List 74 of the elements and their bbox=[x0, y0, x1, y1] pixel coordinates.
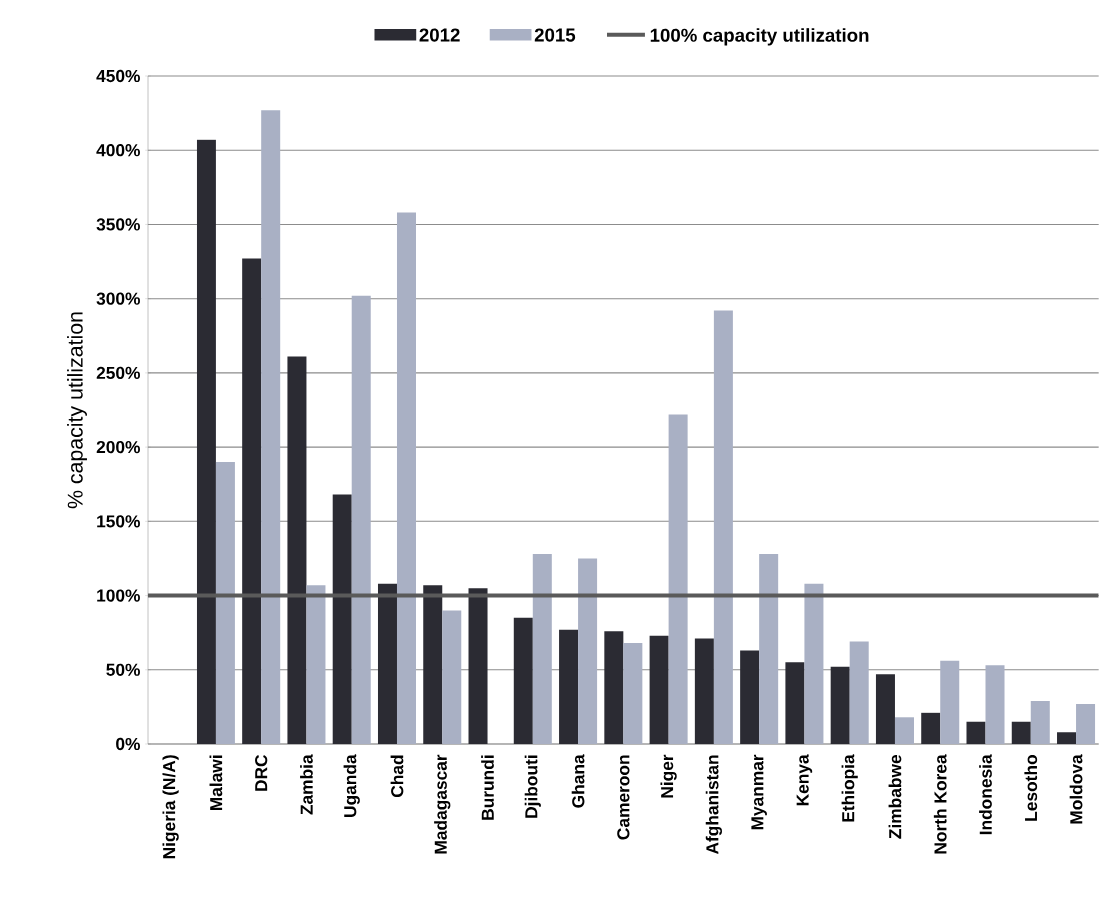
bar bbox=[332, 494, 352, 744]
x-tick-label: Myanmar bbox=[751, 754, 767, 830]
bar bbox=[940, 660, 960, 744]
x-tick-label: Madagascar bbox=[434, 754, 451, 854]
x-tick-label: Indonesia bbox=[979, 754, 992, 835]
bar bbox=[215, 461, 235, 744]
x-tick-label: Kenya bbox=[796, 754, 813, 806]
x-tick-label: Nigeria (N/A) bbox=[162, 755, 179, 859]
bar bbox=[532, 553, 552, 744]
y-tick-label: 450% bbox=[96, 69, 140, 83]
bar bbox=[306, 585, 326, 744]
bar bbox=[713, 310, 733, 744]
bar bbox=[377, 583, 397, 744]
x-tick-label: Zambia bbox=[300, 754, 313, 815]
bar bbox=[894, 717, 914, 744]
bar bbox=[875, 674, 895, 744]
x-tick-label: DRC bbox=[255, 754, 268, 791]
bar bbox=[785, 662, 805, 744]
y-tick-label: 100% bbox=[97, 589, 140, 602]
bar bbox=[578, 558, 598, 744]
x-tick-label: Niger bbox=[660, 754, 677, 798]
x-tick-label: Ghana bbox=[571, 754, 585, 808]
x-tick-label: Djibouti bbox=[524, 755, 541, 818]
bar bbox=[242, 258, 262, 744]
bar bbox=[1011, 721, 1031, 744]
y-tick-label: 150% bbox=[97, 515, 140, 528]
bar bbox=[668, 414, 688, 744]
x-tick-label: Chad bbox=[390, 755, 404, 798]
legend-label: 2015 bbox=[534, 28, 576, 42]
bar bbox=[694, 638, 714, 744]
bar bbox=[921, 712, 941, 744]
x-tick-label: Ethiopia bbox=[841, 754, 858, 822]
bar bbox=[740, 650, 760, 744]
bar bbox=[623, 643, 643, 744]
x-tick-label: Cameroon bbox=[617, 755, 630, 840]
bar bbox=[261, 110, 281, 744]
bar bbox=[604, 631, 624, 744]
x-tick-label: Afghanistan bbox=[705, 755, 722, 855]
bar bbox=[830, 666, 850, 744]
bar bbox=[649, 635, 669, 744]
y-tick-label: 300% bbox=[96, 292, 140, 305]
y-axis-title: % capacity utilization bbox=[67, 312, 87, 509]
bar bbox=[513, 617, 533, 744]
y-tick-label: 250% bbox=[96, 366, 140, 380]
bar bbox=[1076, 703, 1096, 744]
legend-label: 2012 bbox=[419, 28, 460, 42]
bar bbox=[351, 295, 371, 744]
y-tick-label: 0% bbox=[116, 737, 140, 751]
x-tick-label: Burundi bbox=[481, 755, 494, 820]
legend-label: 100% capacity utilization bbox=[650, 28, 869, 46]
x-tick-label: North Korea bbox=[933, 754, 947, 854]
x-tick-label: Zimbabwe bbox=[888, 754, 902, 839]
bar bbox=[804, 583, 824, 744]
y-tick-label: 400% bbox=[96, 144, 140, 157]
bar bbox=[442, 610, 462, 744]
bar bbox=[423, 585, 443, 744]
bar bbox=[966, 721, 986, 744]
bar bbox=[196, 139, 216, 744]
bar bbox=[1030, 700, 1050, 744]
bar bbox=[985, 665, 1005, 744]
bar bbox=[559, 629, 579, 744]
bar bbox=[759, 553, 779, 744]
x-tick-label: Malawi bbox=[209, 755, 223, 811]
bar bbox=[849, 641, 869, 744]
x-tick-label: Moldova bbox=[1069, 754, 1083, 824]
x-tick-label: Lesotho bbox=[1024, 755, 1038, 821]
y-tick-label: 350% bbox=[96, 218, 140, 231]
y-tick-label: 200% bbox=[96, 440, 140, 454]
y-tick-label: 50% bbox=[106, 663, 140, 676]
x-tick-label: Uganda bbox=[343, 754, 360, 817]
bar bbox=[468, 588, 488, 744]
bar bbox=[287, 356, 307, 744]
bar bbox=[396, 212, 416, 744]
bar bbox=[1057, 732, 1077, 744]
